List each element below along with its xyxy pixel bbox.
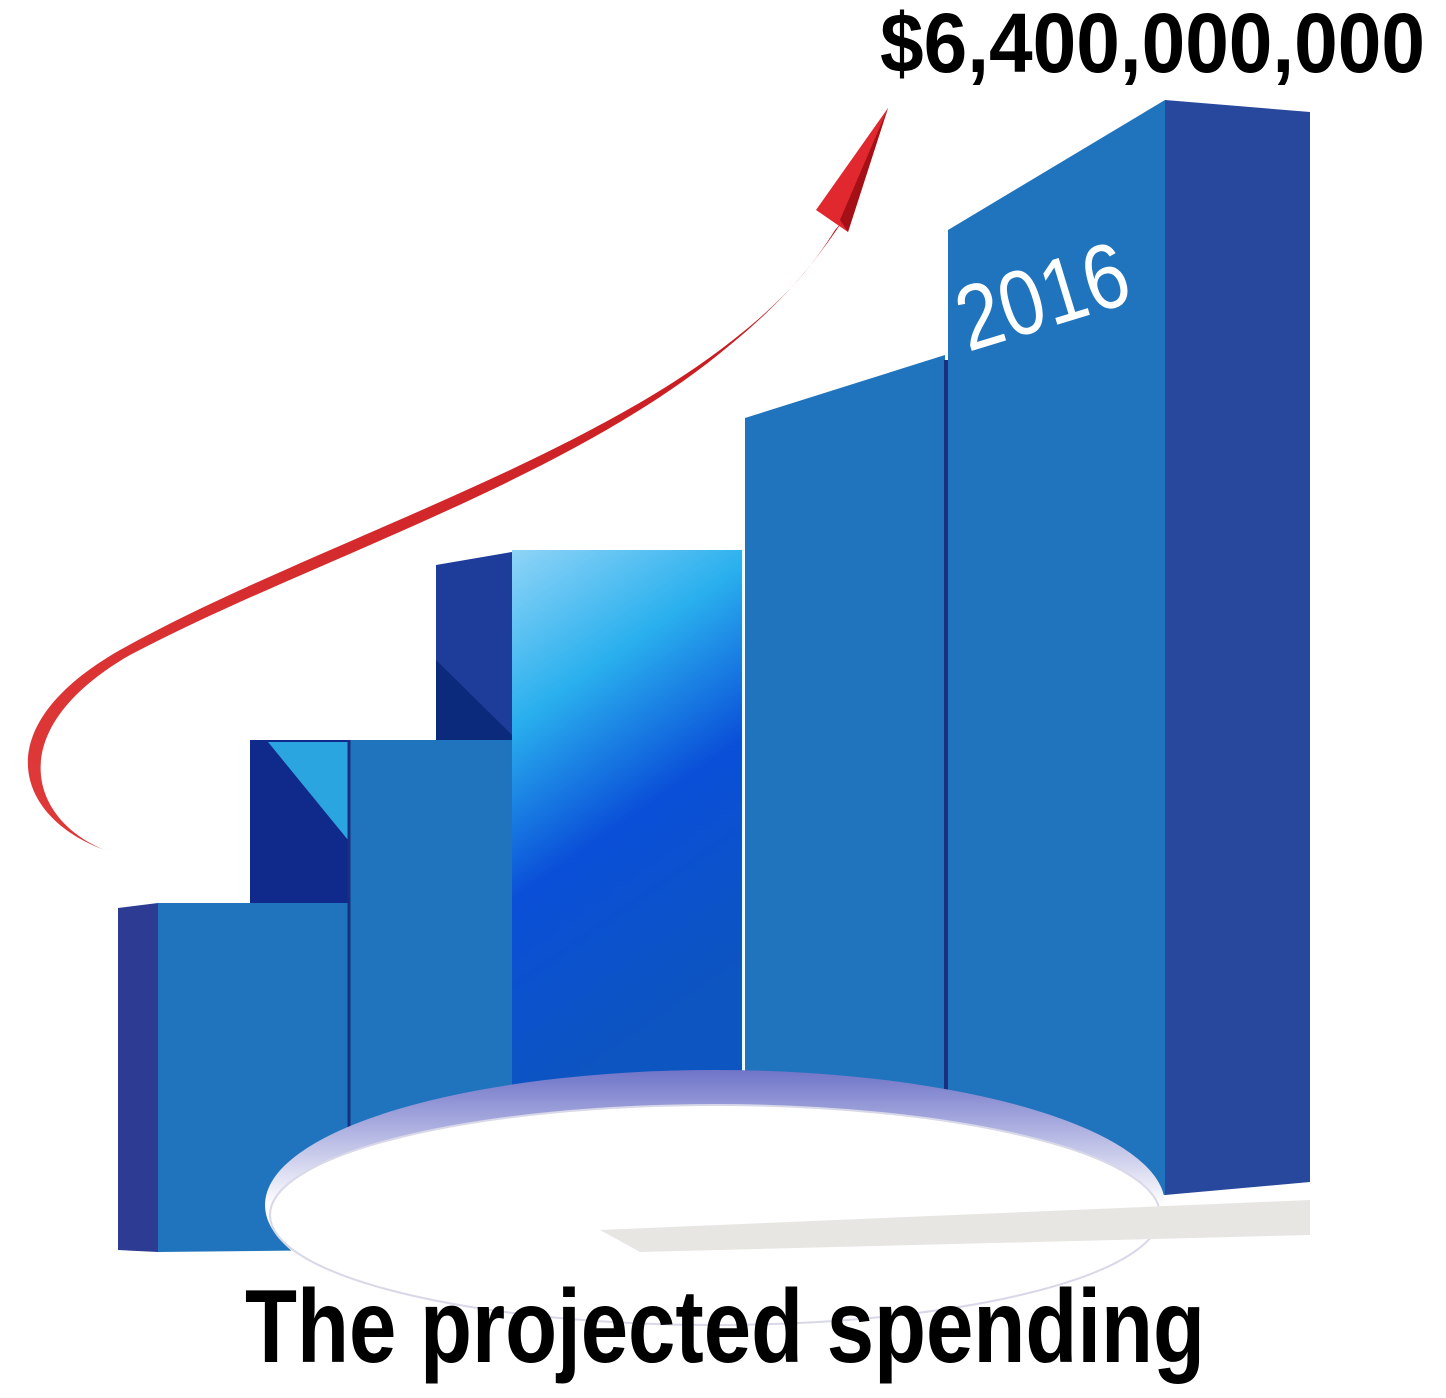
caption: The projected spending — [245, 1269, 1205, 1385]
bar — [512, 550, 742, 1085]
back-blocks — [250, 552, 512, 905]
amount: $6,400,000,000 — [880, 0, 1425, 90]
floor — [265, 1070, 1310, 1340]
bar-side — [118, 903, 158, 1252]
bar — [948, 100, 1165, 1195]
bar — [745, 355, 945, 1095]
trend-arrow — [27, 108, 888, 850]
bar-side — [1165, 100, 1310, 1195]
bar — [348, 740, 512, 1130]
bars — [118, 100, 1310, 1252]
